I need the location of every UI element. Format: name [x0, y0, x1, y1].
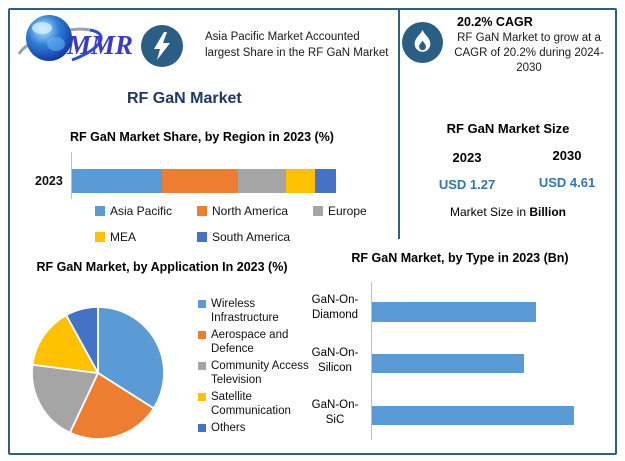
market-size-col-2023: 2023 USD 1.27 [417, 150, 517, 192]
legend-swatch [95, 206, 105, 216]
market-size-note-unit: Billion [529, 205, 567, 219]
legend-swatch [198, 331, 206, 339]
region-stacked-bar [72, 169, 336, 193]
market-size-note-prefix: Market Size in [449, 205, 530, 219]
legend-swatch [198, 362, 206, 370]
legend-label: Others [211, 422, 246, 434]
market-size-title: RF GaN Market Size [446, 121, 570, 136]
legend-label: Wireless Infrastructure [211, 298, 279, 324]
type-bar-gan-on-diamond [372, 302, 536, 322]
region-legend-item-north-america: North America [197, 204, 288, 218]
right-panel-divider [398, 9, 400, 239]
legend-label: MEA [110, 230, 137, 244]
type-category-label-gan-on-sic: GaN-On- SiC [311, 399, 359, 426]
pie-slice-satellite-communication [31, 313, 100, 375]
application-legend-item-others: Others [198, 421, 320, 435]
region-legend-item-europe: Europe [313, 204, 367, 218]
legend-swatch [198, 393, 206, 401]
application-pie-svg [31, 306, 165, 440]
application-legend: Wireless Infrastructure Aerospace and Def… [198, 297, 320, 435]
market-size-value-end: USD 4.61 [538, 175, 596, 190]
application-legend-item-satellite-communication: Satellite Communication [198, 390, 320, 418]
bolt-icon [141, 25, 183, 67]
type-bar-gan-on-silicon [372, 354, 524, 373]
type-bar-gan-on-sic [372, 406, 574, 425]
market-size-year-end: 2030 [552, 148, 582, 163]
legend-label: North America [212, 204, 289, 218]
type-category-label-gan-on-diamond: GaN-On- Diamond [311, 294, 359, 321]
market-size-col-2030: 2030 USD 4.61 [517, 148, 617, 190]
market-size-value-start: USD 1.27 [438, 177, 496, 192]
logo-text: MMR [66, 30, 133, 60]
cagr-badge [402, 22, 444, 64]
region-axis-label: 2023 [35, 174, 63, 188]
region-legend-item-asia-pacific: Asia Pacific [95, 204, 172, 218]
legend-swatch [197, 232, 207, 242]
market-size-year-start: 2023 [452, 150, 482, 165]
cagr-block: 20.2% CAGR RF GaN Market to grow at a CA… [447, 15, 611, 76]
legend-swatch [198, 300, 206, 308]
cagr-title: 20.2% CAGR [457, 15, 533, 29]
legend-label: Asia Pacific [110, 204, 173, 218]
type-axis-line [371, 282, 372, 440]
globe-logo: MMR [17, 15, 133, 62]
application-legend-item-community-access-television: Community Access Television [198, 359, 320, 387]
highlight-badge [141, 25, 183, 67]
application-chart-title: RF GaN Market, by Application In 2023 (%… [36, 260, 288, 274]
region-bar-segment-europe [238, 169, 286, 193]
region-legend-item-mea: MEA [95, 230, 136, 244]
region-bar-segment-south-america [314, 169, 336, 193]
legend-swatch [197, 206, 207, 216]
cagr-text: RF GaN Market to grow at a CAGR of 20.2%… [454, 32, 604, 74]
type-category-label-gan-on-silicon: GaN-On- Silicon [311, 347, 359, 374]
region-bar-segment-asia-pacific [72, 169, 162, 193]
legend-label: South America [212, 230, 291, 244]
pie-slice-others [64, 306, 99, 374]
legend-label: Community Access Television [211, 360, 309, 386]
mmr-logo: MMR [12, 8, 137, 68]
region-bar-segment-mea [285, 169, 315, 193]
legend-swatch [313, 206, 323, 216]
type-chart-title: RF GaN Market, by Type in 2023 (Bn) [351, 251, 569, 265]
pie-slice-community-access-television [31, 363, 100, 434]
market-size-note: Market Size in Billion [399, 205, 617, 219]
region-chart-title: RF GaN Market Share, by Region in 2023 (… [70, 130, 334, 144]
legend-label: Europe [328, 204, 367, 218]
highlight-text: Asia Pacific Market Accounted largest Sh… [205, 31, 389, 59]
legend-swatch [95, 232, 105, 242]
application-legend-item-wireless-infrastructure: Wireless Infrastructure [198, 297, 320, 325]
region-axis-line [71, 152, 72, 199]
legend-swatch [198, 424, 206, 432]
region-bar-segment-north-america [161, 169, 239, 193]
legend-label: Aerospace and Defence [211, 329, 289, 355]
page-title: RF GaN Market [127, 90, 242, 107]
flame-icon [402, 22, 443, 63]
legend-label: Satellite Communication [211, 391, 291, 417]
application-legend-item-aerospace-and-defence: Aerospace and Defence [198, 328, 320, 356]
region-legend-item-south-america: South America [197, 230, 290, 244]
